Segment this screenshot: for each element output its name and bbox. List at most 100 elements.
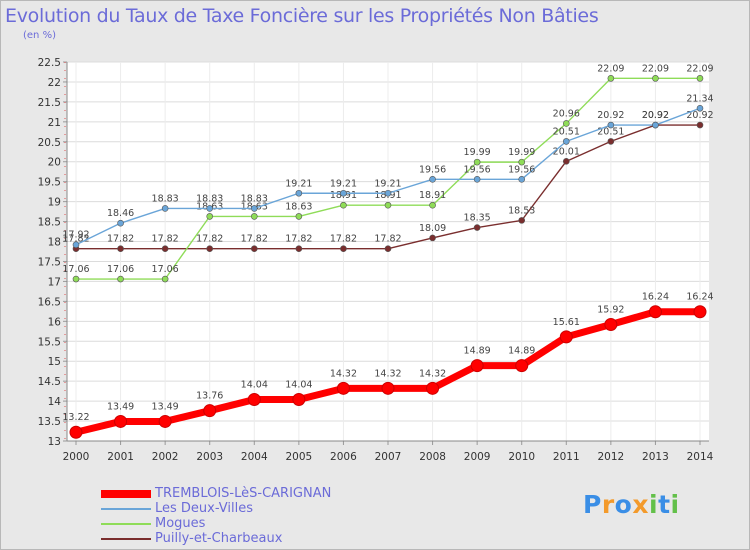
- data-point: [117, 219, 124, 227]
- data-label: 20.92: [642, 110, 669, 121]
- data-point: [250, 245, 258, 253]
- data-label: 19.99: [464, 147, 491, 158]
- data-point: [607, 75, 615, 82]
- data-point: [696, 104, 704, 112]
- data-label: 20.51: [553, 126, 580, 137]
- data-label: 19.56: [464, 164, 491, 175]
- data-point: [72, 241, 80, 249]
- data-point: [247, 393, 261, 407]
- data-label: 20.92: [597, 110, 624, 121]
- data-label: 17.82: [107, 234, 134, 245]
- data-label: 17.06: [62, 264, 89, 275]
- data-label: 20.96: [553, 108, 580, 119]
- y-tick-label: 15.5: [38, 336, 61, 348]
- data-point: [117, 245, 124, 253]
- data-point: [292, 393, 306, 407]
- data-point: [72, 275, 80, 283]
- data-point: [250, 213, 258, 220]
- y-tick-label: 20.5: [38, 137, 61, 149]
- data-label: 18.83: [241, 193, 268, 204]
- x-tick-label: 2001: [107, 451, 134, 463]
- data-label: 19.56: [419, 164, 446, 175]
- data-point: [607, 138, 615, 145]
- data-label: 20.51: [597, 126, 624, 137]
- y-tick-label: 22.5: [38, 57, 61, 69]
- data-label: 14.89: [464, 346, 491, 357]
- y-tick-label: 13.5: [38, 416, 61, 428]
- legend-swatch: [101, 523, 151, 525]
- data-label: 18.63: [285, 201, 312, 212]
- data-label: 14.32: [419, 368, 446, 379]
- x-tick-label: 2000: [63, 451, 90, 463]
- y-tick-label: 18: [48, 237, 61, 249]
- data-point: [518, 158, 526, 166]
- logo-letter: x: [632, 490, 649, 519]
- x-tick-label: 2005: [285, 451, 312, 463]
- data-point: [295, 189, 303, 197]
- x-tick-label: 2011: [553, 451, 580, 463]
- chart-unit-label: (en %): [23, 30, 56, 41]
- data-point: [693, 305, 707, 319]
- data-point: [384, 245, 392, 253]
- y-tick-label: 14.5: [38, 376, 61, 388]
- data-point: [652, 121, 659, 129]
- data-label: 19.56: [508, 164, 535, 175]
- data-label: 19.21: [374, 178, 401, 189]
- series-1: 17.92 18.46 18.83 18.83 18.83 19.21 19.21 19.21…: [62, 93, 714, 249]
- data-label: 13.49: [152, 401, 179, 412]
- data-label: 16.24: [686, 292, 713, 303]
- data-label: 20.92: [642, 110, 669, 121]
- data-point: [470, 359, 484, 373]
- legend-swatch: [101, 538, 151, 540]
- data-point: [515, 359, 529, 373]
- logo-letter: t: [658, 490, 671, 519]
- data-point: [206, 245, 214, 253]
- x-tick-label: 2012: [597, 451, 624, 463]
- data-label: 14.89: [508, 346, 535, 357]
- data-point: [429, 175, 436, 183]
- data-point: [696, 75, 704, 82]
- data-point: [161, 275, 169, 283]
- data-point: [158, 414, 172, 428]
- series-3: 17.82 17.82 17.82 17.82 17.82 17.82 17.82 17.82…: [62, 110, 714, 253]
- legend-label: Puilly-et-Charbeaux: [155, 531, 283, 546]
- data-label: 17.82: [196, 234, 223, 245]
- data-point: [69, 425, 83, 439]
- x-tick-label: 2003: [196, 451, 223, 463]
- data-label: 18.83: [196, 193, 223, 204]
- data-label: 22.09: [642, 63, 669, 74]
- data-point: [206, 213, 214, 220]
- data-label: 20.92: [686, 110, 713, 121]
- data-label: 17.06: [107, 264, 134, 275]
- data-point: [473, 224, 481, 231]
- data-point: [429, 201, 436, 209]
- data-label: 16.24: [642, 292, 669, 303]
- x-tick-label: 2009: [464, 451, 491, 463]
- y-tick-label: 16.5: [38, 296, 61, 308]
- legend-swatch: [101, 490, 151, 498]
- data-point: [518, 217, 526, 224]
- data-label: 17.82: [330, 234, 357, 245]
- x-tick-label: 2007: [375, 451, 402, 463]
- x-tick-label: 2013: [642, 451, 669, 463]
- data-point: [340, 201, 347, 209]
- data-point: [562, 138, 570, 145]
- data-point: [203, 404, 217, 418]
- y-tick-label: 17.5: [38, 256, 61, 268]
- y-tick-label: 21.5: [38, 97, 61, 109]
- data-point: [340, 189, 347, 197]
- y-tick-label: 19: [48, 197, 61, 209]
- x-tick-label: 2004: [241, 451, 268, 463]
- data-point: [117, 275, 124, 283]
- data-point: [384, 201, 392, 209]
- data-label: 18.83: [152, 193, 179, 204]
- data-label: 17.82: [241, 234, 268, 245]
- data-label: 19.21: [285, 178, 312, 189]
- logo-letter: i: [670, 490, 680, 519]
- data-point: [518, 175, 526, 183]
- data-label: 19.99: [508, 147, 535, 158]
- data-label: 14.04: [285, 380, 312, 391]
- data-label: 22.09: [597, 63, 624, 74]
- y-tick-label: 22: [48, 77, 61, 89]
